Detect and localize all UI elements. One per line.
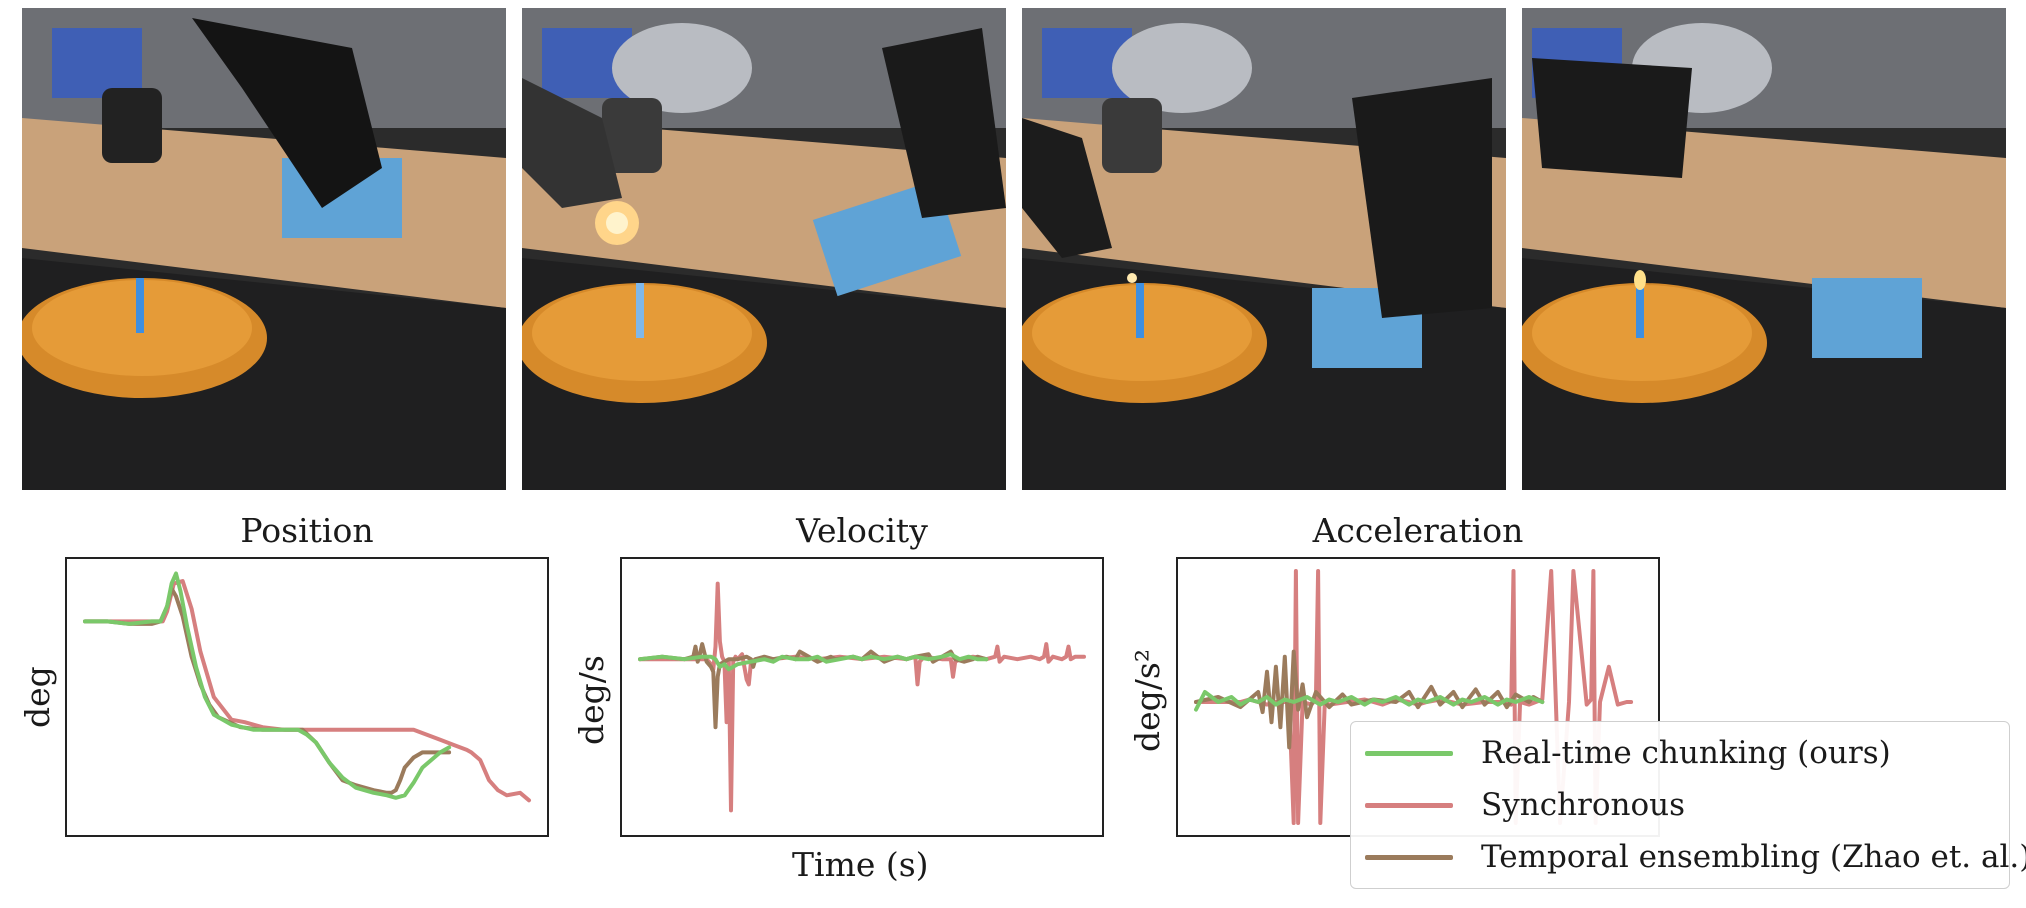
position-y-label: deg [18, 666, 57, 728]
legend-item-rtc: Real-time chunking (ours) [1365, 728, 1891, 778]
velocity-chart-title: Velocity [796, 511, 928, 550]
legend-label-temporal: Temporal ensembling (Zhao et. al.) [1481, 839, 2026, 875]
legend-label-sync: Synchronous [1481, 787, 1686, 823]
scene-frame-4 [1522, 8, 2006, 490]
velocity-chart-canvas [638, 581, 1086, 813]
scene-frame-1 [22, 8, 506, 490]
position-chart-canvas [83, 571, 531, 803]
legend-label-rtc: Real-time chunking (ours) [1481, 735, 1891, 771]
scene-frame-3-image [1022, 8, 1506, 490]
chart-legend: Real-time chunking (ours) Synchronous Te… [1350, 721, 2026, 889]
position-series-sync [83, 579, 531, 803]
acceleration-series-rtc [1194, 690, 1545, 712]
time-x-label: Time (s) [792, 845, 929, 884]
position-chart [65, 557, 549, 837]
scene-frame-2 [522, 8, 1006, 490]
legend-swatch-sync [1365, 802, 1453, 808]
position-series-rtc [83, 571, 452, 800]
position-chart-title: Position [240, 511, 374, 550]
acceleration-y-label: deg/s² [1128, 648, 1167, 752]
scene-frame-1-image [22, 8, 506, 490]
velocity-series-rtc [638, 652, 989, 672]
legend-item-temporal: Temporal ensembling (Zhao et. al.) [1365, 832, 2026, 882]
acceleration-chart-title: Acceleration [1312, 511, 1524, 550]
legend-swatch-temporal [1365, 854, 1453, 860]
legend-item-sync: Synchronous [1365, 780, 1685, 830]
legend-swatch-rtc [1365, 750, 1453, 756]
velocity-chart [620, 557, 1104, 837]
velocity-series-sync [638, 581, 1086, 813]
acceleration-chart-canvas [1194, 569, 1634, 825]
scene-frame-3 [1022, 8, 1506, 490]
velocity-y-label: deg/s [572, 655, 611, 745]
position-series-temporal [83, 586, 452, 795]
scene-frame-2-image [522, 8, 1006, 490]
scene-frame-4-image [1522, 8, 2006, 490]
